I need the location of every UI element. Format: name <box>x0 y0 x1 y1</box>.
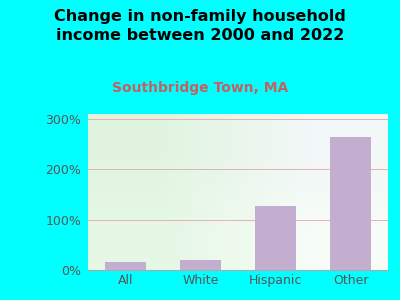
Bar <box>105 262 146 270</box>
Bar <box>330 136 371 270</box>
Bar <box>255 206 296 270</box>
Bar <box>180 260 221 270</box>
Text: Change in non-family household
income between 2000 and 2022: Change in non-family household income be… <box>54 9 346 43</box>
Text: Southbridge Town, MA: Southbridge Town, MA <box>112 81 288 95</box>
